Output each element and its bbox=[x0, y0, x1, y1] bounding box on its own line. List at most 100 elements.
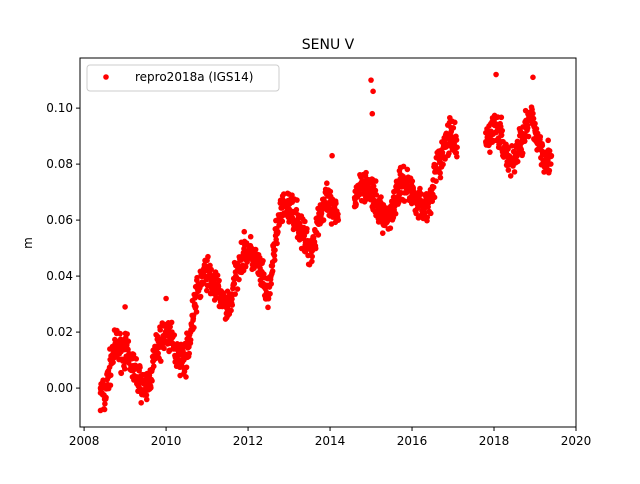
data-point bbox=[548, 152, 555, 159]
data-point bbox=[353, 201, 359, 208]
data-point bbox=[421, 206, 428, 212]
data-point bbox=[228, 295, 235, 302]
data-point bbox=[97, 385, 104, 391]
data-point bbox=[333, 200, 339, 207]
data-point bbox=[495, 127, 501, 134]
data-point bbox=[167, 324, 173, 330]
data-point bbox=[519, 150, 526, 156]
data-point bbox=[451, 119, 458, 126]
data-point bbox=[142, 388, 149, 394]
data-point bbox=[107, 382, 114, 389]
data-point bbox=[193, 309, 200, 315]
data-point bbox=[101, 396, 108, 403]
legend-marker bbox=[103, 74, 109, 80]
legend: repro2018a (IGS14) bbox=[86, 64, 280, 92]
data-point bbox=[179, 357, 186, 363]
data-point bbox=[424, 214, 431, 220]
data-point bbox=[314, 217, 321, 223]
data-point bbox=[150, 357, 157, 363]
data-point bbox=[373, 191, 380, 198]
data-point bbox=[306, 245, 313, 251]
legend-label: repro2018a (IGS14) bbox=[135, 70, 253, 84]
data-point bbox=[220, 301, 227, 307]
data-point bbox=[532, 120, 538, 127]
data-point bbox=[130, 362, 137, 369]
data-point bbox=[134, 374, 141, 380]
chart-title: SENU V bbox=[302, 37, 355, 53]
data-point bbox=[159, 337, 165, 344]
data-point bbox=[355, 183, 362, 190]
y-tick-label: 0.02 bbox=[46, 325, 73, 339]
data-point bbox=[525, 133, 532, 140]
data-point bbox=[205, 253, 211, 260]
data-point bbox=[507, 173, 514, 179]
data-point bbox=[364, 183, 370, 190]
data-point bbox=[267, 290, 273, 297]
data-point bbox=[309, 253, 315, 260]
data-point bbox=[130, 351, 137, 358]
data-point bbox=[102, 401, 108, 407]
x-tick-label: 2014 bbox=[315, 434, 346, 448]
data-point bbox=[425, 200, 432, 207]
data-point bbox=[323, 200, 329, 207]
data-point bbox=[183, 351, 190, 358]
data-point bbox=[121, 366, 128, 372]
data-point bbox=[146, 376, 153, 383]
data-point bbox=[499, 127, 506, 134]
data-point bbox=[197, 293, 204, 300]
data-point bbox=[231, 280, 238, 287]
data-point bbox=[138, 379, 145, 386]
data-point bbox=[528, 116, 534, 123]
data-point bbox=[302, 218, 308, 225]
data-point bbox=[360, 178, 366, 184]
data-point bbox=[498, 132, 505, 138]
data-point bbox=[282, 203, 288, 209]
data-point bbox=[158, 358, 164, 364]
data-point bbox=[133, 356, 140, 362]
outlier-point bbox=[368, 77, 374, 83]
data-point bbox=[379, 230, 386, 236]
data-point bbox=[245, 248, 251, 254]
data-point bbox=[413, 194, 419, 201]
data-point bbox=[515, 144, 522, 151]
data-point bbox=[171, 346, 178, 352]
data-point bbox=[234, 286, 241, 292]
data-point bbox=[503, 150, 510, 156]
data-point bbox=[417, 185, 423, 192]
data-point bbox=[433, 178, 439, 184]
data-point bbox=[546, 148, 553, 154]
data-point bbox=[524, 122, 530, 128]
data-point bbox=[537, 133, 544, 140]
data-point bbox=[269, 268, 276, 274]
data-point bbox=[155, 350, 161, 357]
data-point bbox=[216, 290, 223, 296]
data-point bbox=[433, 166, 440, 173]
outlier-point bbox=[493, 71, 499, 78]
data-point bbox=[446, 150, 452, 157]
data-point bbox=[304, 226, 310, 232]
y-tick-label: 0.06 bbox=[46, 213, 73, 227]
data-point bbox=[315, 232, 322, 238]
data-point bbox=[163, 329, 169, 335]
data-point bbox=[437, 170, 443, 176]
data-point bbox=[417, 200, 424, 207]
x-tick-label: 2018 bbox=[479, 434, 510, 448]
data-point bbox=[286, 206, 292, 212]
data-point bbox=[257, 267, 264, 274]
data-point bbox=[413, 210, 419, 217]
data-point bbox=[372, 178, 379, 184]
data-point bbox=[405, 183, 411, 190]
outlier-point bbox=[370, 88, 376, 95]
data-point bbox=[161, 345, 167, 352]
data-point bbox=[511, 169, 518, 175]
data-point bbox=[271, 252, 278, 259]
data-point bbox=[327, 206, 333, 212]
data-point bbox=[175, 351, 182, 358]
data-point bbox=[483, 138, 489, 145]
data-point bbox=[260, 258, 266, 264]
data-point bbox=[431, 194, 438, 201]
data-point bbox=[388, 206, 395, 212]
data-point bbox=[171, 332, 178, 338]
data-point bbox=[301, 232, 308, 239]
data-point bbox=[224, 304, 231, 310]
